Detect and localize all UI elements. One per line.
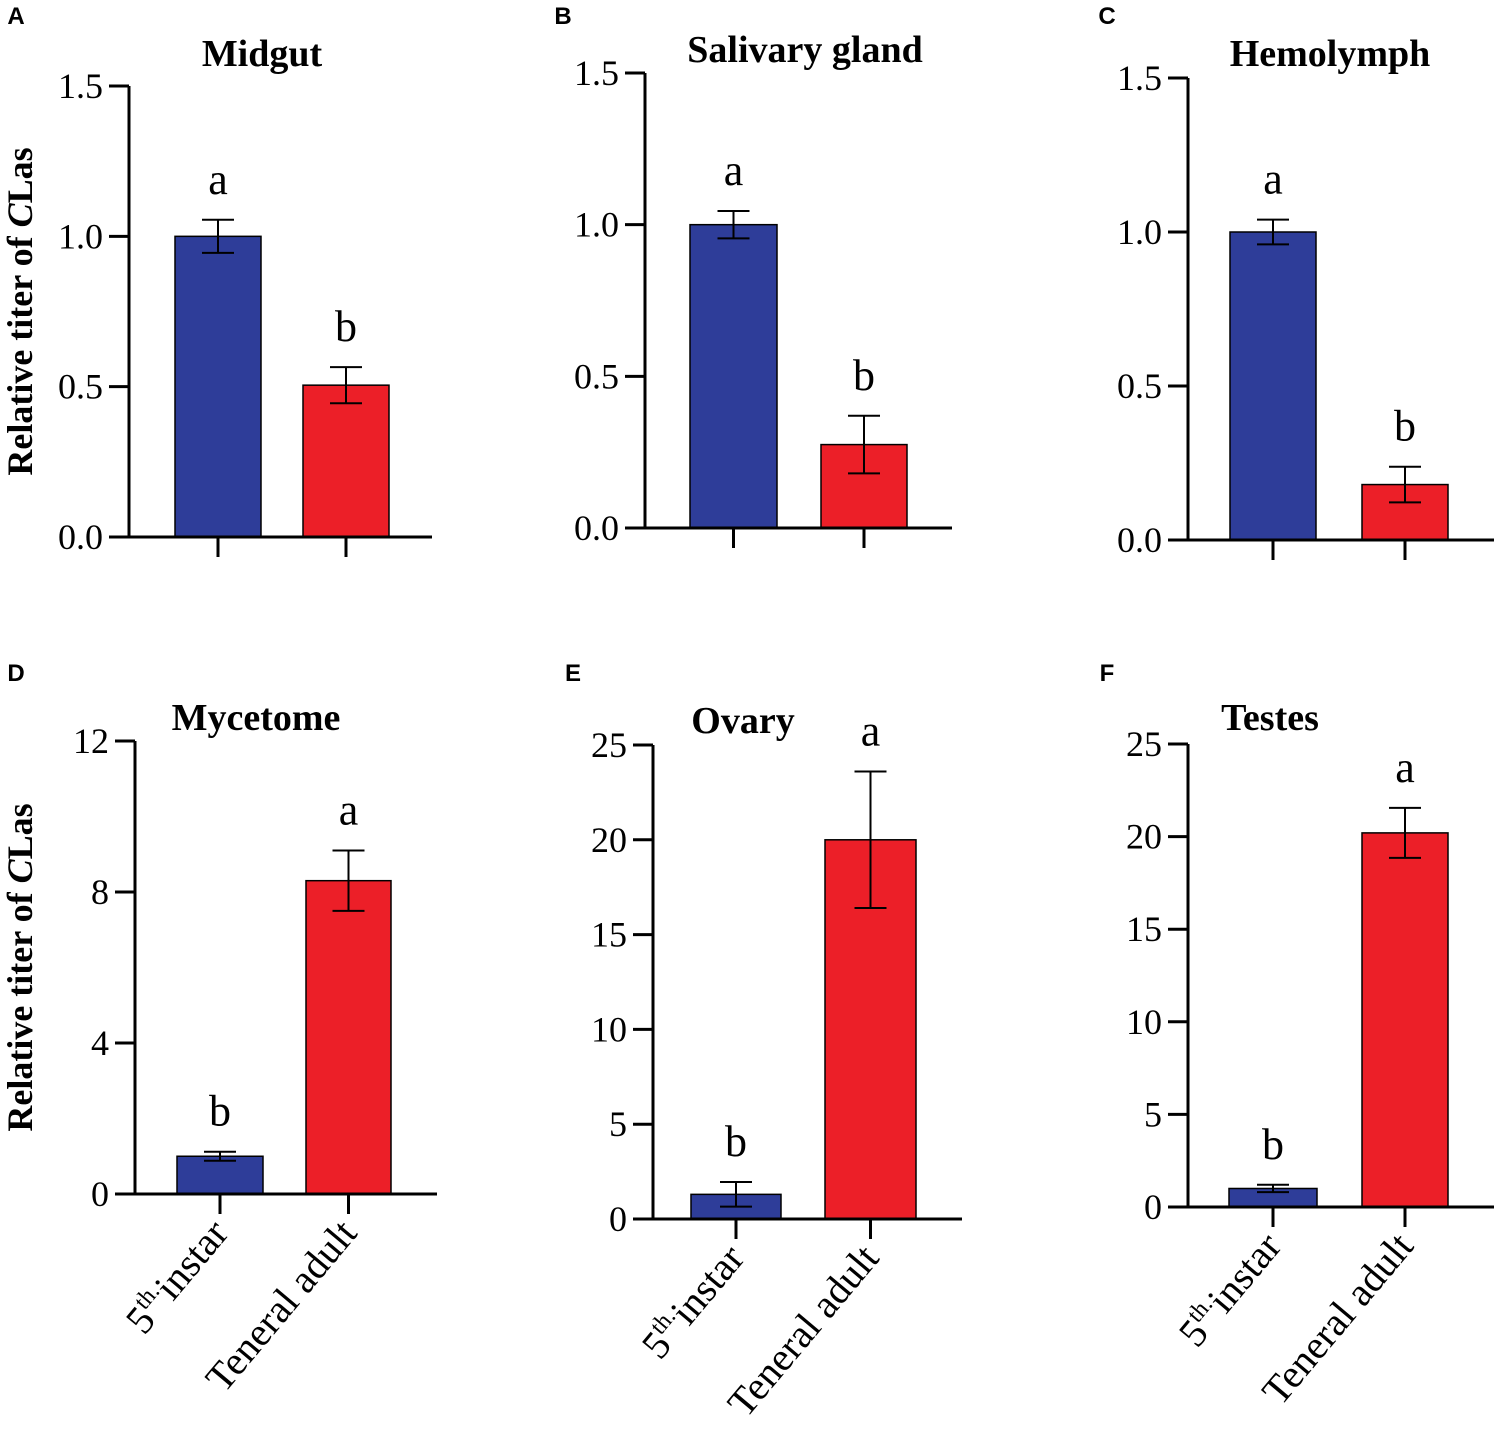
significance-letter: a bbox=[1395, 743, 1415, 792]
y-tick-label: 0 bbox=[91, 1174, 109, 1214]
y-axis-label-prefix: Relative titer of bbox=[0, 883, 40, 1131]
y-tick-label: 0.5 bbox=[1117, 366, 1162, 406]
y-tick-label: 15 bbox=[591, 915, 627, 955]
panel-letter: D bbox=[7, 660, 24, 687]
panel-b: B Salivary gland a b 0.0 0.5 1.0 1.5 bbox=[554, 3, 952, 548]
y-tick-label: 0.0 bbox=[1117, 520, 1162, 560]
y-tick-label: 0.0 bbox=[574, 508, 619, 548]
panel-title: Testes bbox=[1221, 697, 1319, 739]
significance-letter: b bbox=[335, 302, 357, 351]
y-axis-label-italic: C bbox=[0, 202, 40, 227]
significance-letter: b bbox=[1262, 1120, 1284, 1169]
y-tick-label: 15 bbox=[1126, 909, 1162, 949]
significance-letter: b bbox=[209, 1087, 231, 1136]
bar-1 bbox=[176, 1155, 264, 1195]
y-tick-label: 1.5 bbox=[1117, 58, 1162, 98]
y-tick-label: 12 bbox=[73, 721, 109, 761]
panel-title: Ovary bbox=[691, 700, 794, 742]
bar-1 bbox=[174, 235, 262, 538]
significance-letter: b bbox=[725, 1117, 747, 1166]
y-tick-label: 25 bbox=[591, 725, 627, 765]
y-tick-label: 1.0 bbox=[58, 216, 103, 256]
panel-d: D Mycetome b a 0 4 8 12 Relative titer of CLas 5t… bbox=[0, 660, 437, 1400]
x-category-label: 5th.instar bbox=[117, 1211, 237, 1342]
y-axis-label-suffix: Las bbox=[0, 803, 40, 859]
panel-letter: B bbox=[554, 3, 571, 30]
bar-1 bbox=[689, 223, 778, 529]
significance-letter: a bbox=[208, 155, 228, 204]
panel-title: Mycetome bbox=[172, 697, 341, 739]
significance-letter: a bbox=[724, 146, 744, 195]
y-tick-label: 10 bbox=[591, 1009, 627, 1049]
y-axis-label: Relative titer of CLas bbox=[0, 147, 40, 475]
y-tick-label: 0 bbox=[1144, 1187, 1162, 1227]
y-tick-label: 4 bbox=[91, 1023, 109, 1063]
bar-2 bbox=[305, 879, 392, 1195]
panel-letter: E bbox=[565, 660, 581, 687]
significance-letter: a bbox=[1263, 155, 1283, 204]
y-tick-label: 1.5 bbox=[58, 66, 103, 106]
x-category-label: 5th.instar bbox=[1170, 1224, 1290, 1355]
y-tick-label: 20 bbox=[591, 820, 627, 860]
x-category-label: 5th.instar bbox=[633, 1236, 753, 1367]
y-axis-label: Relative titer of CLas bbox=[0, 803, 40, 1131]
y-tick-label: 0.0 bbox=[58, 517, 103, 557]
y-axis-label-prefix: Relative titer of bbox=[0, 227, 40, 475]
bar-2 bbox=[302, 384, 390, 538]
y-tick-label: 10 bbox=[1126, 1002, 1162, 1042]
significance-letter: a bbox=[339, 785, 359, 834]
y-tick-label: 1.0 bbox=[1117, 212, 1162, 252]
bar-2 bbox=[1361, 832, 1449, 1208]
significance-letter: b bbox=[1394, 402, 1416, 451]
significance-letter: a bbox=[861, 707, 881, 756]
y-tick-label: 20 bbox=[1126, 817, 1162, 857]
panel-title: Hemolymph bbox=[1230, 33, 1431, 75]
y-tick-label: 5 bbox=[609, 1104, 627, 1144]
significance-letter: b bbox=[853, 351, 875, 400]
y-axis-label-italic: C bbox=[0, 858, 40, 883]
y-tick-label: 1.5 bbox=[574, 53, 619, 93]
panel-title: Salivary gland bbox=[687, 29, 922, 71]
y-tick-label: 25 bbox=[1126, 724, 1162, 764]
panel-letter: F bbox=[1100, 660, 1115, 687]
panel-title: Midgut bbox=[202, 33, 323, 75]
y-tick-label: 0.5 bbox=[58, 367, 103, 407]
bar-1 bbox=[1229, 231, 1317, 541]
y-axis-label-suffix: Las bbox=[0, 147, 40, 203]
panel-letter: C bbox=[1098, 3, 1115, 30]
y-tick-label: 5 bbox=[1144, 1094, 1162, 1134]
y-tick-label: 8 bbox=[91, 872, 109, 912]
panel-a: A Midgut a b 0.0 0.5 1.0 1.5 Relative titer of C… bbox=[0, 3, 432, 557]
y-tick-label: 0.5 bbox=[574, 356, 619, 396]
y-tick-label: 1.0 bbox=[574, 205, 619, 245]
panel-c: C Hemolymph a b 0.0 0.5 1.0 1.5 bbox=[1098, 3, 1494, 560]
y-tick-label: 0 bbox=[609, 1199, 627, 1239]
panel-letter: A bbox=[7, 3, 24, 30]
